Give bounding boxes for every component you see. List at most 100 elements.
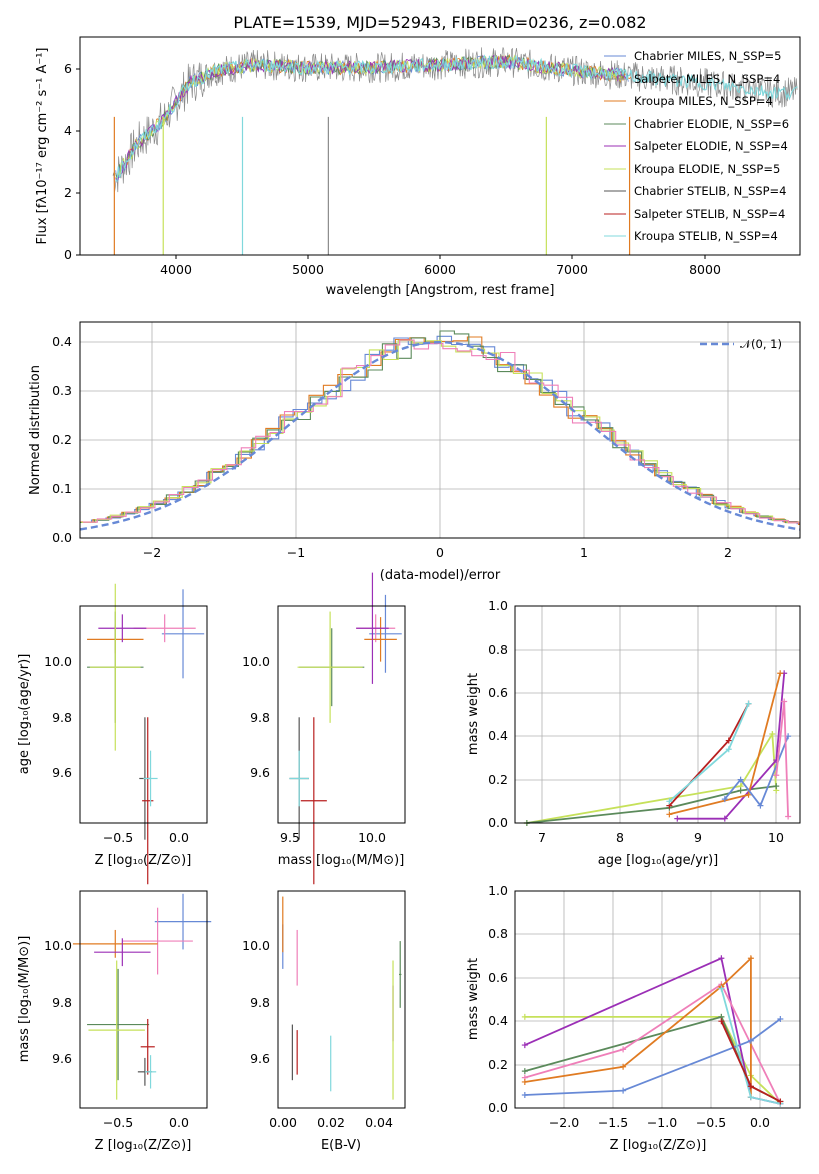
age-vs-z-ylabel: age [log₁₀(age/yr)] bbox=[17, 654, 32, 775]
age-vs-z-ytick: 9.6 bbox=[52, 765, 72, 780]
weight-vs-age-xlabel: age [log₁₀(age/yr)] bbox=[598, 853, 719, 868]
mass-vs-z-ytick: 9.8 bbox=[52, 995, 72, 1010]
residuals-xtick: 2 bbox=[724, 545, 732, 560]
age-vs-mass-ytick: 9.6 bbox=[250, 765, 270, 780]
age-vs-z-errorbars bbox=[87, 583, 205, 885]
mass-vs-z-ytick: 9.6 bbox=[52, 1051, 72, 1066]
age-vs-mass-ytick: 10.0 bbox=[242, 654, 270, 669]
spectrum-traces bbox=[112, 47, 798, 255]
age-vs-z-frame bbox=[79, 605, 208, 824]
legend-entry: Salpeter ELODIE, N_SSP=4 bbox=[634, 139, 788, 153]
weight-vs-z-ytick: 0.0 bbox=[488, 1100, 508, 1115]
weight-marker bbox=[781, 698, 788, 705]
normal-curve bbox=[79, 340, 801, 531]
spectrum-model-trace bbox=[115, 54, 623, 179]
legend-entry: Kroupa ELODIE, N_SSP=5 bbox=[634, 162, 780, 176]
weight-vs-z-ytick: 0.6 bbox=[488, 970, 508, 985]
weight-marker bbox=[718, 1018, 725, 1025]
mass-vs-ebv-ytick: 9.8 bbox=[250, 995, 270, 1010]
weight-vs-age-panel: 7 8 9 10 0.0 0.2 0.4 0.6 0.8 1.0 age [lo… bbox=[466, 598, 801, 868]
weight-marker bbox=[725, 737, 732, 744]
mass-vs-ebv-panel: 0.00 0.02 0.04 9.6 9.8 10.0 E(B-V) bbox=[242, 890, 406, 1153]
weight-marker bbox=[747, 1083, 754, 1090]
weight-marker bbox=[721, 815, 728, 822]
weight-marker bbox=[777, 1016, 784, 1023]
mass-vs-ebv-frame bbox=[277, 890, 406, 1109]
residuals-ytick: 0.4 bbox=[52, 334, 72, 349]
weight-line bbox=[524, 956, 752, 1098]
residuals-x-ticks: −2 −1 0 1 2 bbox=[143, 545, 732, 560]
mass-vs-ebv-xtick: 0.00 bbox=[269, 1115, 297, 1130]
weight-vs-z-xtick: 0.0 bbox=[750, 1115, 770, 1130]
weight-marker bbox=[747, 1037, 754, 1044]
weight-vs-z-ytick: 0.4 bbox=[488, 1013, 508, 1028]
mass-vs-ebv-xtick: 0.02 bbox=[317, 1115, 345, 1130]
spectrum-ytick: 2 bbox=[64, 185, 72, 200]
age-vs-mass-xlabel: mass [log₁₀(M/M⊙)] bbox=[278, 853, 405, 868]
residuals-ylabel: Normed distribution bbox=[28, 365, 43, 495]
residuals-y-ticks: 0.0 0.1 0.2 0.3 0.4 bbox=[52, 334, 72, 545]
weight-marker bbox=[747, 1094, 754, 1101]
weight-marker bbox=[521, 1042, 528, 1049]
mass-vs-z-xlabel: Z [log₁₀(Z/Z⊙)] bbox=[95, 1138, 192, 1153]
mass-vs-z-xtick: −0.5 bbox=[103, 1115, 133, 1130]
weight-line bbox=[524, 957, 781, 1105]
weight-vs-z-lines bbox=[521, 955, 784, 1107]
weight-vs-age-xtick: 7 bbox=[538, 830, 546, 845]
weight-vs-age-ytick: 0.2 bbox=[488, 772, 508, 787]
mass-vs-ebv-xlabel: E(B-V) bbox=[321, 1138, 361, 1153]
age-vs-mass-ytick: 9.8 bbox=[250, 710, 270, 725]
weight-vs-z-xtick: −1.0 bbox=[647, 1115, 677, 1130]
weight-vs-age-grid bbox=[515, 606, 800, 823]
spectrum-model-trace bbox=[115, 54, 798, 183]
weight-marker bbox=[785, 813, 792, 820]
weight-vs-z-xtick: −1.5 bbox=[598, 1115, 628, 1130]
spectrum-xlabel: wavelength [Angstrom, rest frame] bbox=[326, 283, 555, 298]
residuals-xtick: −1 bbox=[287, 545, 305, 560]
weight-marker bbox=[521, 1078, 528, 1085]
weight-marker bbox=[718, 955, 725, 962]
spectrum-ytick: 6 bbox=[64, 61, 72, 76]
weight-marker bbox=[737, 776, 744, 783]
weight-vs-age-ytick: 0.8 bbox=[488, 642, 508, 657]
age-vs-z-ytick: 9.8 bbox=[52, 710, 72, 725]
legend-entry: Kroupa STELIB, N_SSP=4 bbox=[634, 229, 778, 243]
mass-vs-z-ylabel: mass [log₁₀(M/M⊙)] bbox=[17, 936, 32, 1063]
weight-marker bbox=[666, 811, 673, 818]
weight-line bbox=[775, 701, 789, 817]
spectrum-panel: 4000 5000 6000 7000 8000 0 2 4 6 wavelen… bbox=[35, 36, 801, 298]
weight-vs-age-xtick: 8 bbox=[616, 830, 624, 845]
spectrum-xtick: 7000 bbox=[556, 262, 588, 277]
mass-vs-ebv-errorbars bbox=[282, 896, 402, 1100]
legend-entry: Salpeter MILES, N_SSP=4 bbox=[634, 72, 780, 86]
mass-vs-z-xtick: 0.0 bbox=[169, 1115, 189, 1130]
mass-vs-z-ytick: 10.0 bbox=[44, 938, 72, 953]
weight-vs-z-ytick: 1.0 bbox=[488, 883, 508, 898]
weight-vs-z-xtick: −0.5 bbox=[696, 1115, 726, 1130]
age-vs-z-xlabel: Z [log₁₀(Z/Z⊙)] bbox=[95, 853, 192, 868]
weight-vs-z-ytick: 0.2 bbox=[488, 1057, 508, 1072]
age-vs-z-xtick: 0.0 bbox=[169, 830, 189, 845]
weight-marker bbox=[521, 1013, 528, 1020]
weight-marker bbox=[718, 985, 725, 992]
spectrum-xtick: 4000 bbox=[160, 262, 192, 277]
age-vs-mass-panel: 9.5 10.0 9.6 9.8 10.0 mass [log₁₀(M/M⊙)] bbox=[242, 572, 406, 885]
residuals-xtick: −2 bbox=[143, 545, 161, 560]
residuals-frame bbox=[79, 321, 801, 539]
weight-vs-age-xtick: 9 bbox=[694, 830, 702, 845]
age-vs-mass-errorbars bbox=[289, 572, 402, 885]
weight-vs-age-ytick: 0.0 bbox=[488, 815, 508, 830]
weight-marker bbox=[721, 796, 728, 803]
weight-vs-z-frame bbox=[514, 890, 801, 1109]
weight-vs-z-xlabel: Z [log₁₀(Z/Z⊙)] bbox=[610, 1138, 707, 1153]
age-vs-z-xtick: −0.5 bbox=[103, 830, 133, 845]
weight-marker bbox=[737, 787, 744, 794]
residuals-xlabel: (data-model)/error bbox=[380, 568, 501, 583]
spectrum-legend: Chabrier MILES, N_SSP=5 Salpeter MILES, … bbox=[604, 49, 789, 243]
weight-vs-z-panel: −2.0 −1.5 −1.0 −0.5 0.0 0.0 0.2 0.4 0.6 … bbox=[466, 883, 801, 1153]
age-vs-z-panel: −0.5 0.0 9.6 9.8 10.0 Z [log₁₀(Z/Z⊙)] ag… bbox=[17, 583, 208, 885]
weight-marker bbox=[769, 731, 776, 738]
weight-vs-z-grid bbox=[515, 891, 800, 1108]
residuals-panel: −2 −1 0 1 2 0.0 0.1 0.2 0.3 0.4 (data-mo… bbox=[28, 321, 801, 583]
mass-vs-ebv-ytick: 9.6 bbox=[250, 1051, 270, 1066]
